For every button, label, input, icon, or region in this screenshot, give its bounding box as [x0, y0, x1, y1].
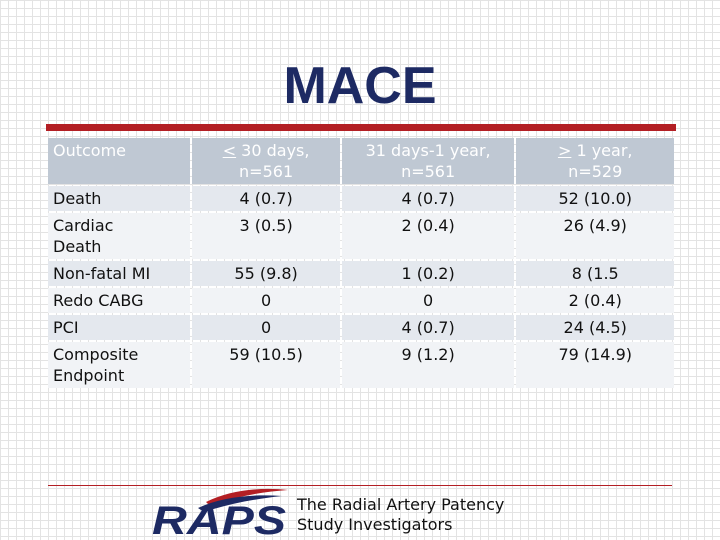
- cell-31-days-1-year: 2 (0.4): [341, 213, 515, 259]
- header-col1-label: 30 days,: [236, 141, 310, 160]
- less-than-symbol: <: [222, 141, 237, 160]
- row-label-line2: Endpoint: [53, 366, 125, 385]
- greater-than-symbol: >: [557, 141, 572, 160]
- cell-30-days: 3 (0.5): [192, 213, 340, 259]
- cell-31-days-1-year: 4 (0.7): [341, 186, 515, 211]
- header-outcome: Outcome: [48, 138, 191, 184]
- cell-over-1-year: 2 (0.4): [516, 288, 674, 313]
- table-row-cardiac-death: Cardiac Death 3 (0.5) 2 (0.4) 26 (4.9): [48, 213, 674, 259]
- raps-logo: RAPS: [152, 488, 288, 540]
- header-col3-n: n=529: [568, 162, 623, 181]
- row-label-line1: Redo CABG: [53, 291, 144, 310]
- cell-over-1-year: 24 (4.5): [516, 315, 674, 340]
- row-label-line1: PCI: [53, 318, 79, 337]
- cell-over-1-year: 8 (1.5: [516, 261, 674, 286]
- cell-over-1-year: 52 (10.0): [516, 186, 674, 211]
- cell-31-days-1-year: 9 (1.2): [341, 342, 515, 388]
- row-label: Death: [48, 186, 191, 211]
- cell-31-days-1-year: 0: [341, 288, 515, 313]
- credit-line-2: Study Investigators: [297, 515, 453, 534]
- slide-title: MACE: [283, 57, 437, 115]
- table-row-redo-cabg: Redo CABG 0 0 2 (0.4): [48, 288, 674, 313]
- row-label: Composite Endpoint: [48, 342, 191, 388]
- cell-30-days: 59 (10.5): [192, 342, 340, 388]
- cell-over-1-year: 26 (4.9): [516, 213, 674, 259]
- header-col1-n: n=561: [239, 162, 294, 181]
- table-row-death: Death 4 (0.7) 4 (0.7) 52 (10.0): [48, 186, 674, 211]
- row-label: Non-fatal MI: [48, 261, 191, 286]
- row-label: Cardiac Death: [48, 213, 191, 259]
- footer-divider: [48, 485, 672, 486]
- cell-31-days-1-year: 4 (0.7): [341, 315, 515, 340]
- mace-table: Outcome < 30 days, n=561 31 days-1 year,…: [46, 136, 676, 390]
- cell-30-days: 55 (9.8): [192, 261, 340, 286]
- cell-31-days-1-year: 1 (0.2): [341, 261, 515, 286]
- row-label-line1: Non-fatal MI: [53, 264, 151, 283]
- cell-30-days: 0: [192, 315, 340, 340]
- header-col-30-days: < 30 days, n=561: [192, 138, 340, 184]
- logo-swoosh-blue: [198, 495, 282, 512]
- header-col-31-days-1-year: 31 days-1 year, n=561: [341, 138, 515, 184]
- cell-over-1-year: 79 (14.9): [516, 342, 674, 388]
- row-label-line1: Death: [53, 189, 102, 208]
- title-divider: [46, 124, 676, 131]
- header-col3-label: 1 year,: [571, 141, 633, 160]
- table-row-non-fatal-mi: Non-fatal MI 55 (9.8) 1 (0.2) 8 (1.5: [48, 261, 674, 286]
- cell-30-days: 4 (0.7): [192, 186, 340, 211]
- header-col2-label: 31 days-1 year,: [365, 141, 491, 160]
- row-label-line1: Composite: [53, 345, 139, 364]
- logo-wordmark: RAPS: [152, 499, 286, 540]
- row-label: Redo CABG: [48, 288, 191, 313]
- cell-30-days: 0: [192, 288, 340, 313]
- table-row-pci: PCI 0 4 (0.7) 24 (4.5): [48, 315, 674, 340]
- header-col2-n: n=561: [401, 162, 456, 181]
- row-label: PCI: [48, 315, 191, 340]
- row-label-line1: Cardiac: [53, 216, 114, 235]
- header-col-over-1-year: > 1 year, n=529: [516, 138, 674, 184]
- row-label-line2: Death: [53, 237, 102, 256]
- credit-line-1: The Radial Artery Patency: [297, 495, 505, 514]
- study-credit: The Radial Artery Patency Study Investig…: [297, 495, 557, 535]
- table-header-row: Outcome < 30 days, n=561 31 days-1 year,…: [48, 138, 674, 184]
- table-row-composite-endpoint: Composite Endpoint 59 (10.5) 9 (1.2) 79 (…: [48, 342, 674, 388]
